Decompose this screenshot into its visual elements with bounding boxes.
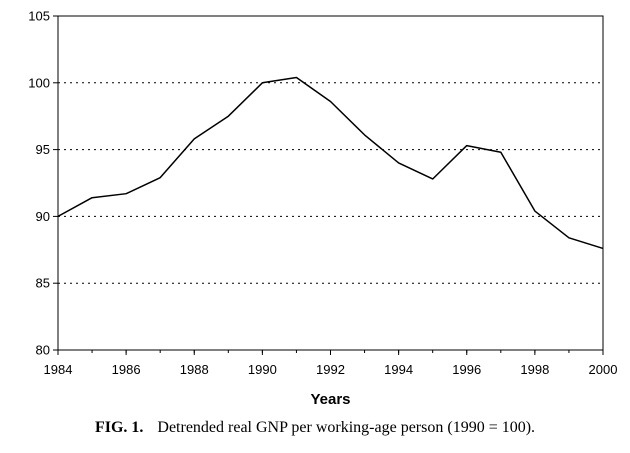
x-tick-label: 1994 [384, 362, 413, 377]
x-tick-label: 1996 [452, 362, 481, 377]
y-tick-label: 100 [28, 75, 50, 90]
x-tick-label: 1986 [112, 362, 141, 377]
x-tick-label: 1992 [316, 362, 345, 377]
plot-frame [57, 15, 604, 351]
x-axis-title: Years [310, 391, 350, 408]
x-tick-label: 1990 [248, 362, 277, 377]
figure-label: FIG. 1. [94, 419, 144, 436]
x-tick-label: 2000 [589, 362, 618, 377]
y-tick-label: 90 [36, 209, 50, 224]
y-tick-label: 105 [28, 9, 50, 24]
x-axis-ticks: 1984 1986 1988 1990 1992 1994 1996 1998 2000 [44, 350, 618, 377]
y-tick-label: 95 [36, 142, 50, 157]
y-tick-label: 85 [36, 276, 50, 291]
figure-caption: FIG. 1. Detrended real GNP per working-ag… [0, 419, 630, 437]
x-tick-label: 1988 [180, 362, 209, 377]
series-line [57, 76, 604, 250]
x-tick-label: 1984 [44, 362, 73, 377]
y-tick-label: 80 [36, 343, 50, 358]
gridlines [58, 82, 603, 284]
caption-text: Detrended real GNP per working-age perso… [157, 419, 536, 436]
x-tick-label: 1998 [520, 362, 549, 377]
y-axis-ticks: 80 85 90 95 100 105 [28, 9, 58, 358]
